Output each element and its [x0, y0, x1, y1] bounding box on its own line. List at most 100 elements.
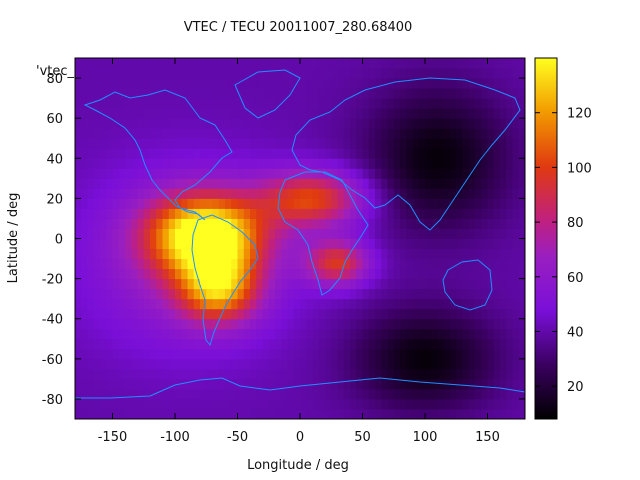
heatmap-cell: [200, 358, 207, 370]
heatmap-cell: [393, 68, 401, 79]
heatmap-cell: [100, 178, 107, 189]
heatmap-cell: [181, 88, 188, 99]
heatmap-cell: [100, 348, 107, 360]
heatmap-cell: [387, 208, 395, 219]
heatmap-cell: [325, 378, 332, 390]
heatmap-cell: [412, 58, 420, 69]
heatmap-cell: [225, 388, 232, 400]
heatmap-cell: [506, 208, 513, 219]
heatmap-cell: [75, 228, 82, 239]
heatmap-cell: [418, 348, 426, 360]
heatmap-cell: [400, 358, 407, 370]
heatmap-cell: [387, 308, 395, 320]
heatmap-cell: [487, 148, 495, 159]
heatmap-cell: [506, 248, 513, 260]
heatmap-cell: [356, 238, 363, 250]
heatmap-cell: [293, 178, 301, 189]
heatmap-cell: [431, 58, 438, 69]
heatmap-cell: [206, 348, 213, 360]
heatmap-cell: [100, 338, 107, 350]
heatmap-cell: [443, 88, 451, 99]
heatmap-cell: [375, 268, 382, 280]
heatmap-cell: [393, 58, 401, 69]
heatmap-cell: [362, 88, 370, 99]
heatmap-cell: [218, 278, 226, 290]
heatmap-cell: [487, 158, 495, 169]
heatmap-cell: [387, 398, 395, 410]
heatmap-cell: [418, 88, 426, 99]
heatmap-cell: [112, 408, 120, 419]
heatmap-cell: [287, 158, 295, 169]
heatmap-cell: [450, 118, 457, 129]
heatmap-cell: [425, 88, 432, 99]
heatmap-cell: [500, 218, 507, 229]
heatmap-cell: [462, 178, 470, 189]
heatmap-cell: [187, 248, 195, 260]
heatmap-cell: [168, 198, 176, 209]
heatmap-cell: [187, 328, 195, 340]
heatmap-cell: [418, 258, 426, 270]
heatmap-cell: [318, 138, 326, 149]
heatmap-cell: [487, 298, 495, 310]
heatmap-cell: [318, 328, 326, 340]
heatmap-cell: [493, 388, 501, 400]
heatmap-cell: [468, 258, 476, 270]
heatmap-cell: [356, 388, 363, 400]
heatmap-cell: [175, 208, 182, 219]
heatmap-cell: [231, 158, 238, 169]
heatmap-cell: [481, 368, 488, 380]
heatmap-cell: [481, 388, 488, 400]
heatmap-cell: [331, 358, 338, 370]
heatmap-cell: [412, 228, 420, 239]
heatmap-cell: [356, 208, 363, 219]
heatmap-cell: [218, 358, 226, 370]
heatmap-cell: [418, 358, 426, 370]
heatmap-cell: [406, 58, 413, 69]
heatmap-cell: [162, 258, 170, 270]
heatmap-cell: [406, 238, 413, 250]
heatmap-cell: [300, 228, 307, 239]
heatmap-cell: [281, 98, 288, 109]
heatmap-cell: [475, 188, 482, 199]
heatmap-cell: [250, 288, 257, 300]
heatmap-cell: [387, 138, 395, 149]
heatmap-cell: [387, 298, 395, 310]
heatmap-cell: [431, 178, 438, 189]
heatmap-cell: [443, 338, 451, 350]
heatmap-cell: [225, 268, 232, 280]
heatmap-cell: [87, 248, 95, 260]
heatmap-cell: [437, 88, 445, 99]
heatmap-cell: [162, 148, 170, 159]
heatmap-cell: [275, 288, 282, 300]
heatmap-cell: [75, 388, 82, 400]
heatmap-cell: [175, 408, 182, 419]
heatmap-cell: [250, 268, 257, 280]
heatmap-cell: [343, 138, 351, 149]
heatmap-cell: [468, 68, 476, 79]
heatmap-cell: [256, 318, 263, 330]
heatmap-cell: [225, 178, 232, 189]
heatmap-cell: [156, 408, 163, 419]
heatmap-cell: [475, 348, 482, 360]
y-tick-label: 0: [55, 233, 63, 248]
heatmap-cell: [406, 158, 413, 169]
heatmap-cell: [331, 118, 338, 129]
heatmap-cell: [268, 368, 276, 380]
heatmap-cell: [250, 248, 257, 260]
heatmap-cell: [362, 198, 370, 209]
x-tick-label: 50: [354, 430, 371, 445]
heatmap-cell: [368, 288, 376, 300]
heatmap-cell: [331, 168, 338, 179]
heatmap-cell: [112, 188, 120, 199]
heatmap-cell: [131, 238, 138, 250]
heatmap-cell: [431, 148, 438, 159]
heatmap-cell: [343, 288, 351, 300]
heatmap-cell: [218, 88, 226, 99]
heatmap-cell: [268, 118, 276, 129]
heatmap-cell: [256, 178, 263, 189]
heatmap-cell: [437, 278, 445, 290]
heatmap-cell: [100, 218, 107, 229]
heatmap-cell: [462, 298, 470, 310]
heatmap-cell: [81, 248, 88, 260]
heatmap-cell: [318, 208, 326, 219]
